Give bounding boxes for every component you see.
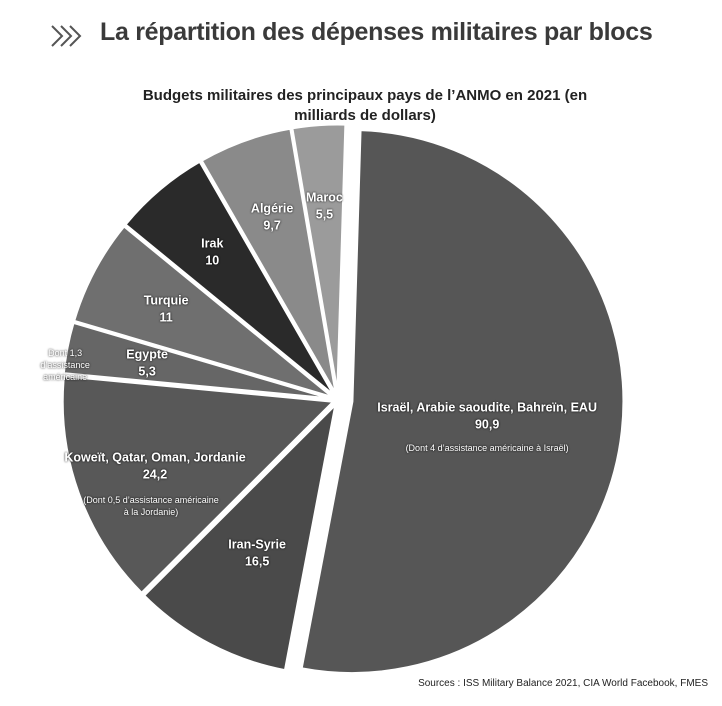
slice-label: Iran-Syrie — [228, 537, 286, 552]
annotation: Dont 1,3 d’assistance américaine — [40, 348, 90, 383]
value-label: 10 — [205, 253, 220, 268]
annotation: (Dont 4 d’assistance américaine à Israël… — [405, 443, 569, 454]
pie-slice — [299, 128, 626, 676]
slice-label: Koweït, Qatar, Oman, Jordanie — [64, 450, 246, 465]
page-title: La répartition des dépenses militaires p… — [100, 18, 653, 46]
slice-label: Egypte — [126, 347, 168, 362]
slice-label: Maroc — [306, 190, 343, 205]
value-label: 90,9 — [474, 417, 500, 432]
value-label: 16,5 — [244, 554, 270, 569]
pie-slice — [122, 159, 337, 399]
slice-label: Algérie — [250, 201, 294, 216]
slice-label: Irak — [201, 236, 224, 251]
value-label: 5,5 — [315, 207, 334, 222]
value-label: 5,3 — [138, 364, 156, 379]
chart-title: Budgets militaires des principaux pays d… — [142, 87, 588, 124]
source: Sources : ISS Military Balance 2021, CIA… — [418, 678, 708, 689]
value-label: 24,2 — [142, 467, 168, 482]
value-label: 9,7 — [263, 218, 281, 233]
pie-slice — [60, 374, 338, 596]
slice-label: Turquie — [143, 293, 189, 308]
annotation: (Dont 0,5 d’assistance américaine à la J… — [83, 494, 219, 517]
value-label: 11 — [159, 310, 173, 325]
slice-label: Israël, Arabie saoudite, Bahreïn, EAU — [377, 400, 597, 415]
pie-slice — [290, 122, 348, 397]
chevron-icon — [51, 25, 82, 47]
pie-slice — [141, 399, 339, 673]
pie-slice — [71, 223, 336, 400]
